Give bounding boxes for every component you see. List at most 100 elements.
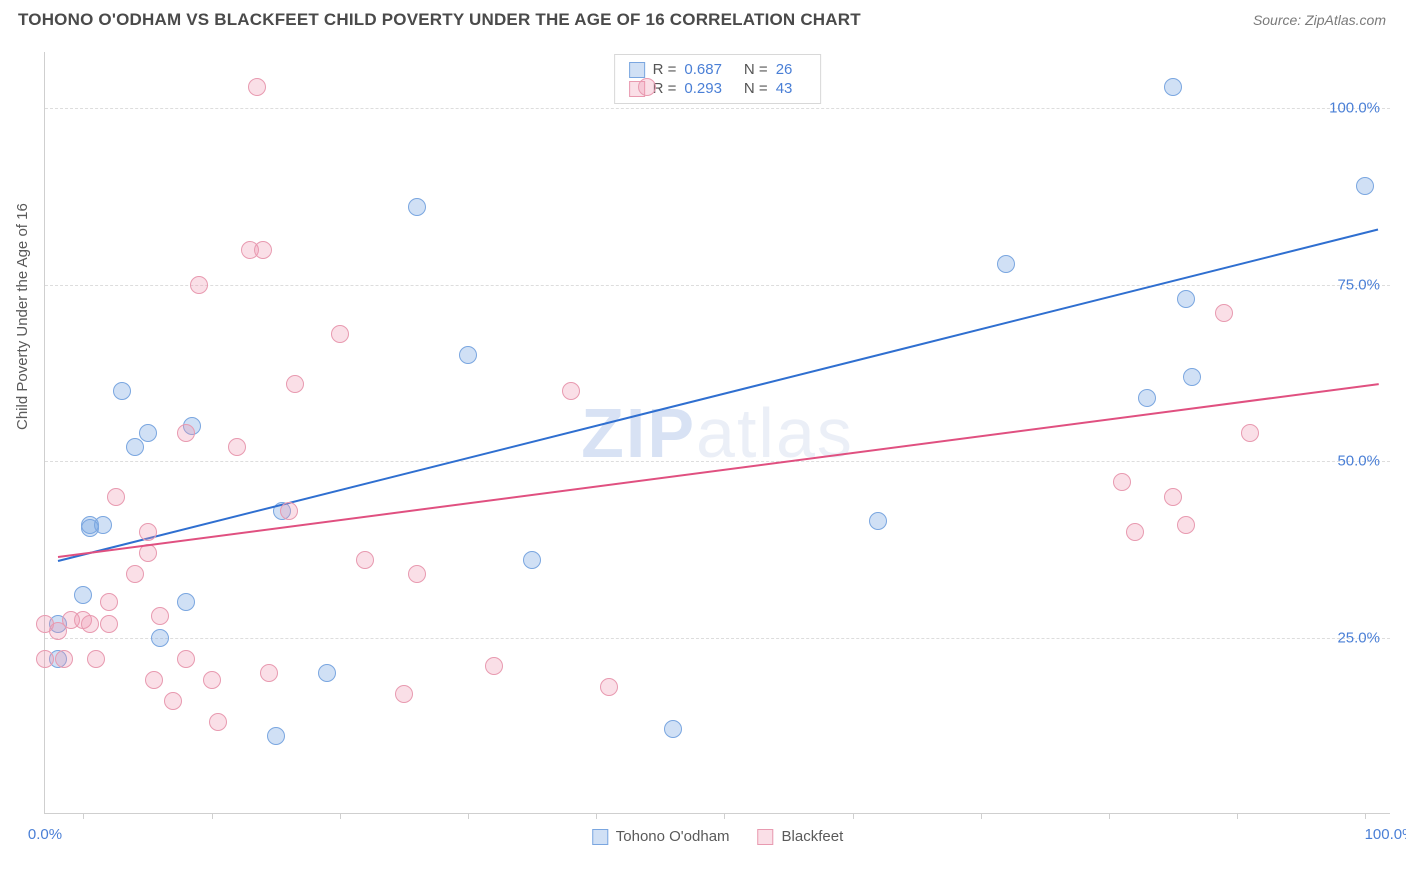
x-tick-mark [1365, 813, 1366, 819]
data-point [408, 198, 426, 216]
legend-item-series2: Blackfeet [758, 828, 844, 845]
data-point [151, 629, 169, 647]
data-point [318, 664, 336, 682]
y-tick-label: 25.0% [1337, 629, 1380, 646]
gridline [45, 108, 1390, 109]
x-tick-mark [981, 813, 982, 819]
data-point [74, 586, 92, 604]
x-tick-mark [596, 813, 597, 819]
y-tick-label: 50.0% [1337, 453, 1380, 470]
chart-plot-area: R = 0.687 N = 26 R = 0.293 N = 43 ZIPatl… [44, 52, 1390, 814]
data-point [664, 720, 682, 738]
data-point [1113, 473, 1131, 491]
data-point [139, 523, 157, 541]
data-point [55, 650, 73, 668]
x-tick-mark [724, 813, 725, 819]
legend-label-series2: Blackfeet [782, 828, 844, 845]
swatch-series1 [592, 829, 608, 845]
x-tick-mark [853, 813, 854, 819]
data-point [638, 78, 656, 96]
y-tick-label: 75.0% [1337, 276, 1380, 293]
data-point [395, 685, 413, 703]
x-tick-mark [212, 813, 213, 819]
data-point [1241, 424, 1259, 442]
swatch-series1 [629, 62, 645, 78]
data-point [94, 516, 112, 534]
data-point [267, 727, 285, 745]
data-point [190, 276, 208, 294]
data-point [126, 565, 144, 583]
legend-row-series1: R = 0.687 N = 26 [629, 61, 807, 78]
data-point [1164, 488, 1182, 506]
data-point [203, 671, 221, 689]
x-tick-mark [1237, 813, 1238, 819]
data-point [1177, 516, 1195, 534]
data-point [87, 650, 105, 668]
data-point [1164, 78, 1182, 96]
data-point [869, 512, 887, 530]
x-tick-mark [83, 813, 84, 819]
n-label: N = [744, 80, 768, 97]
x-axis-min-label: 0.0% [28, 826, 62, 843]
data-point [997, 255, 1015, 273]
data-point [254, 241, 272, 259]
chart-header: TOHONO O'ODHAM VS BLACKFEET CHILD POVERT… [0, 0, 1406, 34]
data-point [356, 551, 374, 569]
data-point [107, 488, 125, 506]
legend-label-series1: Tohono O'odham [616, 828, 730, 845]
data-point [485, 657, 503, 675]
data-point [248, 78, 266, 96]
data-point [1126, 523, 1144, 541]
data-point [280, 502, 298, 520]
data-point [459, 346, 477, 364]
data-point [1215, 304, 1233, 322]
data-point [562, 382, 580, 400]
data-point [1177, 290, 1195, 308]
chart-title: TOHONO O'ODHAM VS BLACKFEET CHILD POVERT… [18, 10, 861, 30]
r-value-series2: 0.293 [684, 80, 722, 97]
data-point [260, 664, 278, 682]
data-point [126, 438, 144, 456]
data-point [331, 325, 349, 343]
y-tick-label: 100.0% [1329, 100, 1380, 117]
x-tick-mark [1109, 813, 1110, 819]
y-axis-label: Child Poverty Under the Age of 16 [14, 203, 31, 430]
gridline [45, 461, 1390, 462]
data-point [100, 593, 118, 611]
data-point [1183, 368, 1201, 386]
trend-line [58, 228, 1379, 562]
swatch-series2 [758, 829, 774, 845]
data-point [36, 650, 54, 668]
legend-series: Tohono O'odham Blackfeet [592, 828, 843, 845]
data-point [209, 713, 227, 731]
data-point [177, 424, 195, 442]
data-point [523, 551, 541, 569]
r-value-series1: 0.687 [684, 61, 722, 78]
data-point [1138, 389, 1156, 407]
x-tick-mark [468, 813, 469, 819]
data-point [1356, 177, 1374, 195]
data-point [100, 615, 118, 633]
n-value-series2: 43 [776, 80, 793, 97]
gridline [45, 285, 1390, 286]
data-point [228, 438, 246, 456]
data-point [177, 650, 195, 668]
gridline [45, 638, 1390, 639]
data-point [600, 678, 618, 696]
data-point [113, 382, 131, 400]
data-point [145, 671, 163, 689]
data-point [177, 593, 195, 611]
data-point [164, 692, 182, 710]
data-point [286, 375, 304, 393]
data-point [408, 565, 426, 583]
n-label: N = [744, 61, 768, 78]
x-tick-mark [340, 813, 341, 819]
n-value-series1: 26 [776, 61, 793, 78]
data-point [151, 607, 169, 625]
chart-source: Source: ZipAtlas.com [1253, 12, 1386, 28]
legend-item-series1: Tohono O'odham [592, 828, 730, 845]
x-axis-max-label: 100.0% [1365, 826, 1406, 843]
data-point [81, 615, 99, 633]
r-label: R = [653, 61, 677, 78]
data-point [139, 424, 157, 442]
